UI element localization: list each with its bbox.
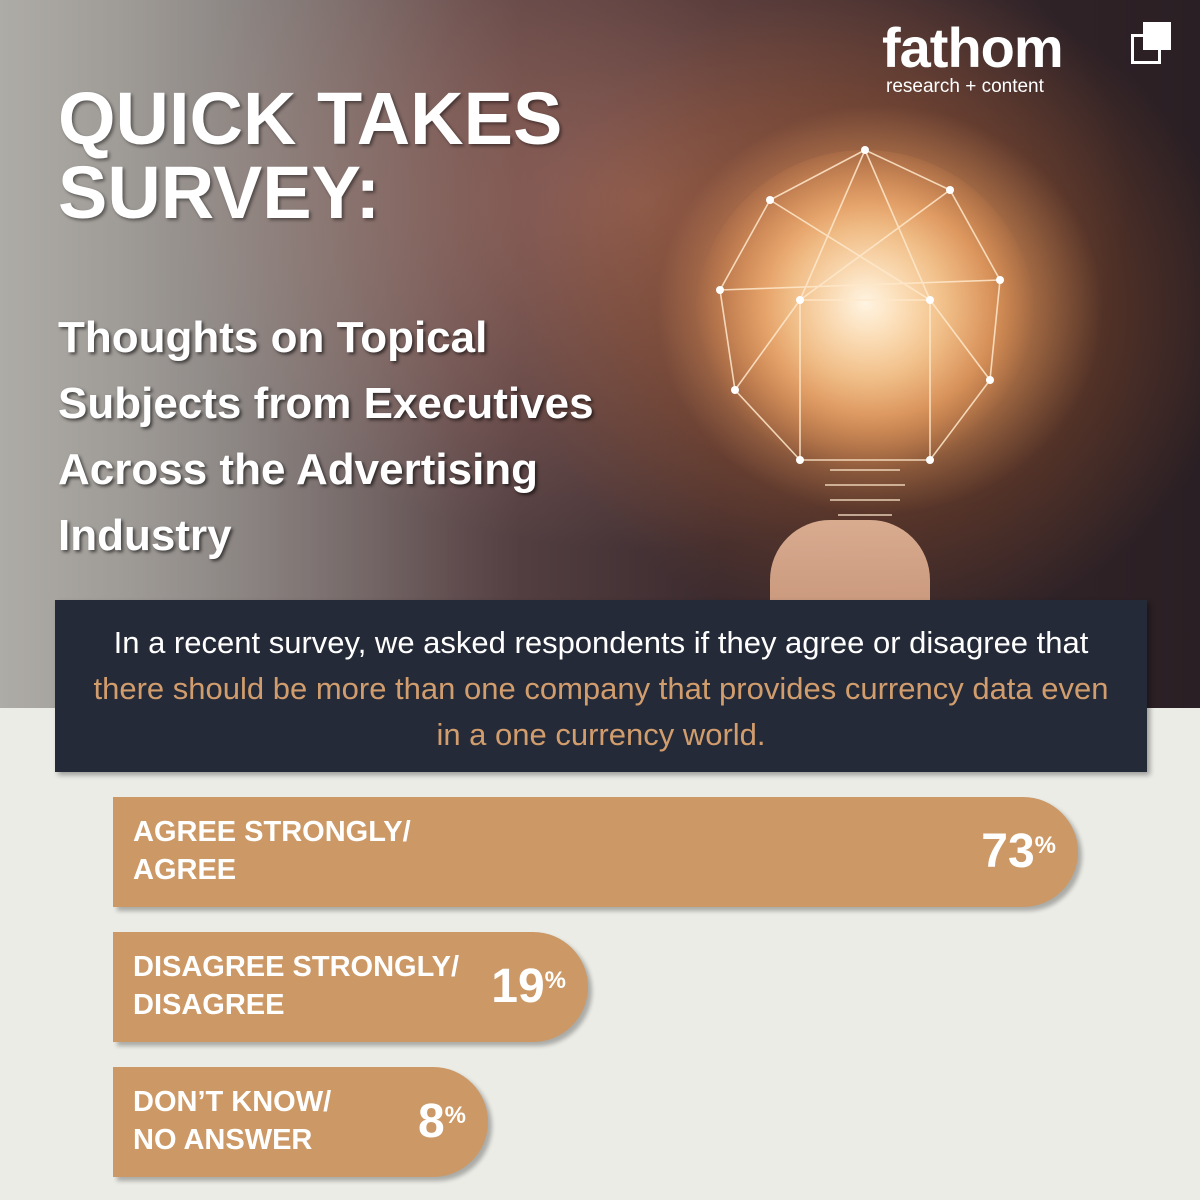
percent-sign: % (1034, 832, 1056, 859)
bar-label: DISAGREE STRONGLY/DISAGREE (133, 951, 460, 1021)
fathom-logo: fathom research + content (882, 18, 1182, 108)
bar-value: 8% (417, 1095, 466, 1148)
bar-2: DISAGREE STRONGLY/DISAGREE 19% (113, 932, 588, 1042)
hero-shade (0, 0, 520, 708)
page-title: QUICK TAKES SURVEY: (58, 77, 563, 234)
logo-wordmark: fathom (882, 16, 1064, 79)
bar-3: DON’T KNOW/NO ANSWER 8% (113, 1067, 488, 1177)
bar-value: 19% (491, 960, 566, 1013)
bar-label: DON’T KNOW/NO ANSWER (133, 1086, 332, 1156)
bar-1: AGREE STRONGLY/AGREE 73% (113, 797, 1078, 907)
logo-tagline: research + content (886, 76, 1044, 97)
percent-sign: % (544, 967, 566, 994)
question-intro: In a recent survey, we asked respondents… (113, 625, 1089, 660)
bar-value: 73% (981, 825, 1056, 878)
percent-sign: % (444, 1102, 466, 1129)
page-subtitle: Thoughts on Topical Subjects from Execut… (58, 313, 594, 560)
lightbulb-network-icon (695, 146, 1035, 516)
question-highlight: there should be more than one company th… (93, 671, 1109, 752)
survey-question-box: In a recent survey, we asked respondents… (55, 600, 1147, 772)
logo-squares-icon (1127, 20, 1175, 72)
hero-banner (0, 0, 1200, 708)
bar-label: AGREE STRONGLY/AGREE (133, 816, 411, 886)
